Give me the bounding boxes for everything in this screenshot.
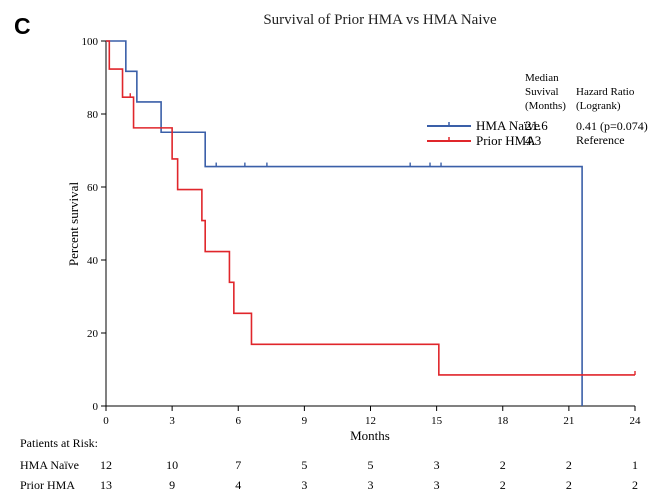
x-tick-label: 15 xyxy=(431,415,443,427)
risk-count: 13 xyxy=(100,478,112,492)
series-line-prior-hma xyxy=(106,40,635,376)
legend: Median Suvival (Months) Hazard Ratio (Lo… xyxy=(427,72,648,148)
y-tick-label: 20 xyxy=(87,328,99,340)
panel-label: C xyxy=(14,13,31,39)
axes: 0 3 6 9 12 15 18 21 24 0 20 40 60 80 100 xyxy=(82,36,642,427)
risk-table-title: Patients at Risk: xyxy=(20,436,98,450)
risk-count: 3 xyxy=(434,478,440,492)
legend-label-hma-naive: HMA Naïve xyxy=(476,118,540,133)
legend-hazard-hma-naive: 0.41 (p=0.074) xyxy=(576,119,648,133)
risk-count: 2 xyxy=(566,478,572,492)
y-tick-label: 80 xyxy=(87,109,99,121)
legend-hazard-prior-hma: Reference xyxy=(576,133,625,147)
risk-row-label-hma-naive: HMA Naïve xyxy=(20,458,79,472)
x-tick-label: 3 xyxy=(169,415,175,427)
risk-count: 10 xyxy=(166,458,178,472)
x-tick-label: 0 xyxy=(103,415,109,427)
legend-header-hazard-line-2: (Logrank) xyxy=(576,100,621,112)
x-tick-label: 6 xyxy=(236,415,242,427)
y-tick-label: 60 xyxy=(87,182,99,194)
risk-count: 3 xyxy=(301,478,307,492)
risk-count: 2 xyxy=(632,478,638,492)
legend-entry-hma-naive: HMA Naïve 21.6 0.41 (p=0.074) xyxy=(427,118,648,133)
y-tick-label: 0 xyxy=(93,401,99,413)
risk-count: 2 xyxy=(566,458,572,472)
x-tick-label: 12 xyxy=(365,415,376,427)
legend-median-hma-naive: 21.6 xyxy=(525,118,548,133)
risk-table: Patients at Risk: HMA Naïve 12 10 7 5 5 3 2 2 1 Pr… xyxy=(20,436,638,492)
risk-count: 9 xyxy=(169,478,175,492)
legend-label-prior-hma: Prior HMA xyxy=(476,133,536,148)
x-tick-label: 21 xyxy=(563,415,574,427)
series-layer xyxy=(106,40,636,406)
risk-count: 1 xyxy=(632,458,638,472)
risk-count: 3 xyxy=(434,458,440,472)
y-tick-label: 40 xyxy=(87,255,99,267)
legend-header-hazard: Hazard Ratio (Logrank) xyxy=(576,86,637,112)
series-line-hma-naive xyxy=(106,40,583,406)
legend-header-hazard-line-1: Hazard Ratio xyxy=(576,86,635,98)
risk-count: 2 xyxy=(500,478,506,492)
y-axis-label: Percent survival xyxy=(66,182,81,267)
legend-header-median-line-1: Median xyxy=(525,72,559,84)
risk-count: 5 xyxy=(368,458,374,472)
risk-count: 12 xyxy=(100,458,112,472)
risk-count: 7 xyxy=(235,458,241,472)
y-tick-label: 100 xyxy=(82,36,99,48)
risk-count: 4 xyxy=(235,478,241,492)
x-axis-label: Months xyxy=(350,428,390,443)
chart-title: Survival of Prior HMA vs HMA Naive xyxy=(263,12,497,28)
risk-count: 2 xyxy=(500,458,506,472)
risk-row-label-prior-hma: Prior HMA xyxy=(20,478,75,492)
x-tick-label: 24 xyxy=(630,415,642,427)
x-tick-label: 9 xyxy=(302,415,308,427)
x-tick-label: 18 xyxy=(497,415,509,427)
legend-entry-prior-hma: Prior HMA 4.3 Reference xyxy=(427,133,625,148)
legend-header-median: Median Suvival (Months) xyxy=(525,72,566,112)
risk-count: 3 xyxy=(368,478,374,492)
risk-count: 5 xyxy=(301,458,307,472)
legend-header-median-line-3: (Months) xyxy=(525,100,566,112)
legend-header-median-line-2: Suvival xyxy=(525,86,559,98)
legend-median-prior-hma: 4.3 xyxy=(525,133,541,148)
